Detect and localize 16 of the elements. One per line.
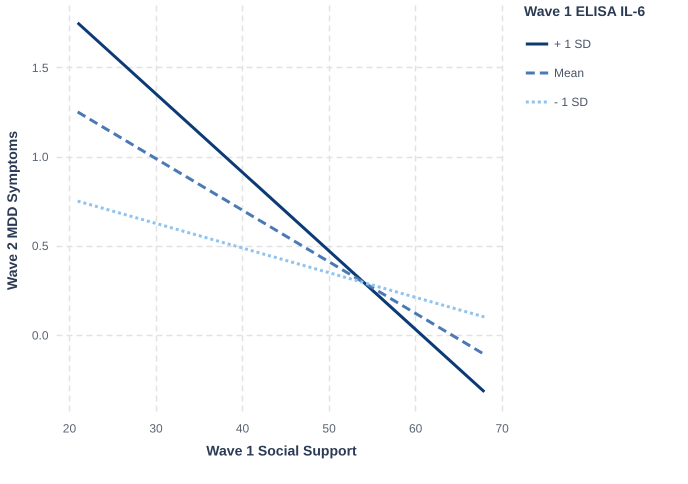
legend-label: - 1 SD: [554, 95, 588, 109]
x-tick-label: 60: [408, 422, 423, 436]
x-tick-label: 40: [236, 422, 250, 436]
y-tick-label: 0.5: [32, 239, 49, 254]
y-axis-title: Wave 2 MDD Symptoms: [4, 130, 20, 290]
y-tick-label: 0.0: [32, 328, 49, 342]
x-tick-label: 70: [495, 422, 510, 436]
x-axis-title: Wave 1 Social Support: [206, 442, 358, 458]
x-tick-label: 50: [322, 422, 336, 436]
legend-label: + 1 SD: [554, 37, 592, 51]
x-tick-label: 20: [62, 422, 76, 436]
x-tick-label: 30: [149, 422, 164, 436]
legend-title: Wave 1 ELISA IL-6: [524, 3, 646, 19]
legend-label: Mean: [554, 66, 584, 80]
y-tick-label: 1.0: [32, 150, 49, 164]
y-tick-label: 1.5: [32, 60, 49, 75]
